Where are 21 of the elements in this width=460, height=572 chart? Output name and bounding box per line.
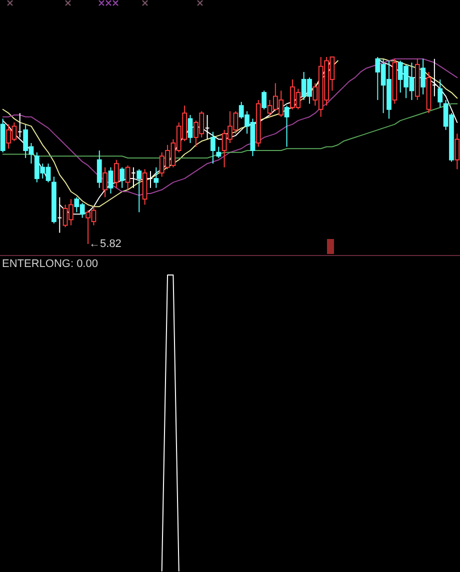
candlestick [125,164,130,190]
candlestick [17,112,22,138]
candlestick [454,133,460,170]
candlestick [102,166,108,198]
chart-title: ENTERLONG: 0.00 [2,258,98,270]
candlestick [420,58,426,95]
candlestick [216,146,222,158]
candlestick [262,90,267,110]
candlestick [120,166,125,188]
candlestick [154,166,159,188]
annotation: ←5.82 [89,238,122,250]
candlestick [96,150,102,188]
candlestick [131,166,136,188]
candlestick [148,170,153,188]
candlestick [210,131,216,164]
candlestick [108,166,114,194]
candlestick [284,105,290,148]
candlestick [188,114,193,144]
candlestick [114,159,119,188]
candlestick [136,168,142,213]
candlestick [438,78,443,108]
